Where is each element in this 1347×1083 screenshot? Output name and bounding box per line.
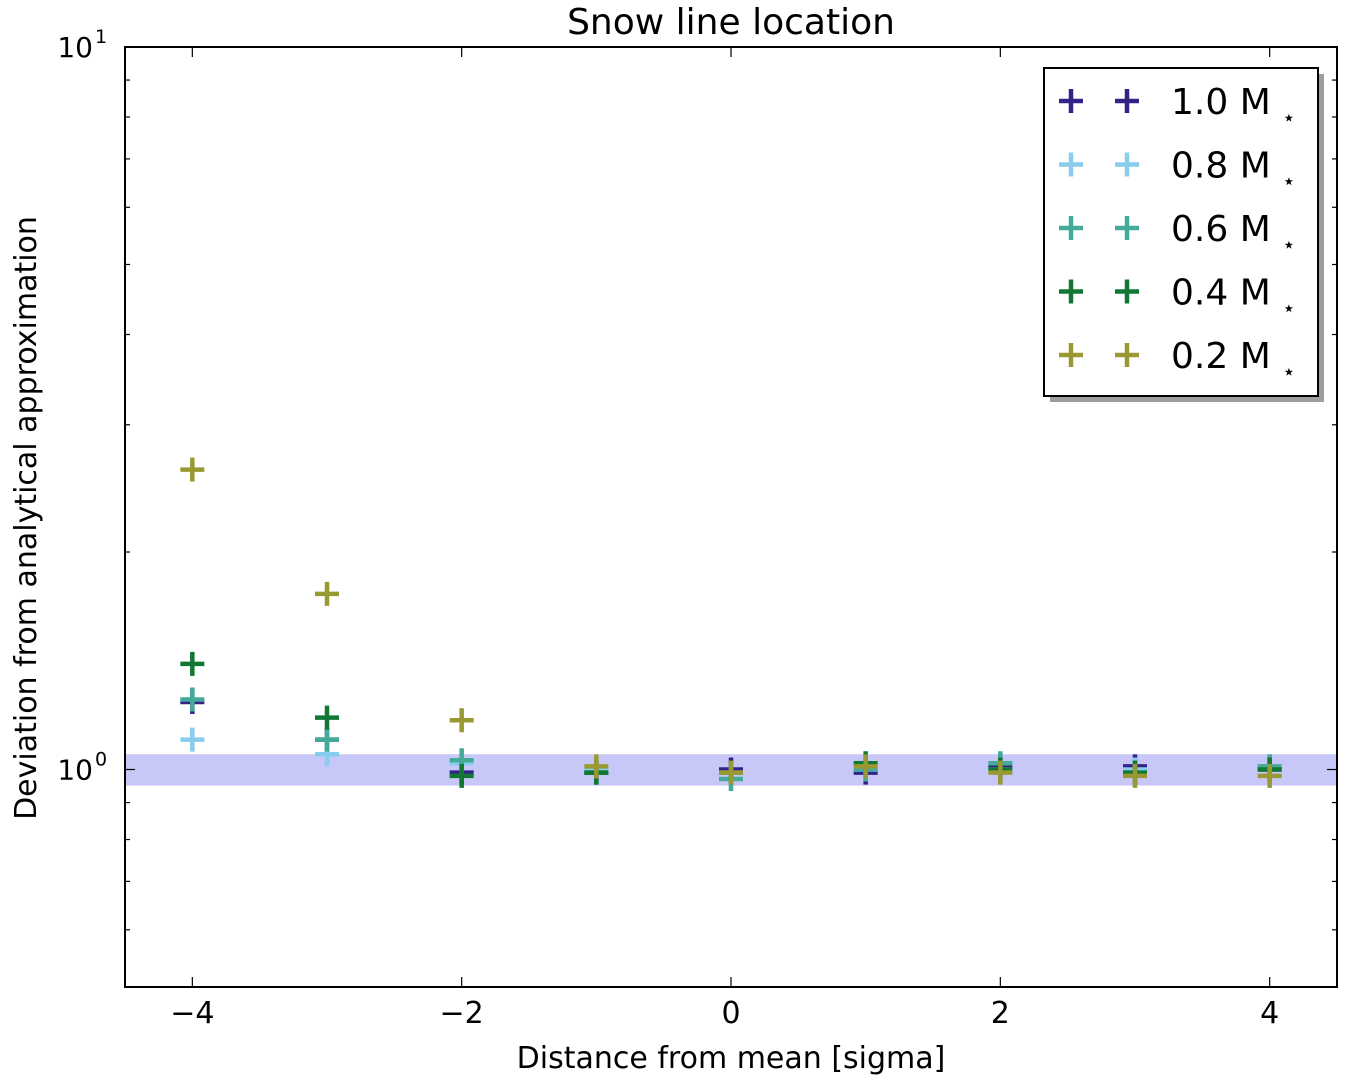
data-point <box>719 760 743 785</box>
legend-entry: 0.4 M ⋆ <box>1059 273 1296 322</box>
legend-entry: 1.0 M ⋆ <box>1059 82 1296 131</box>
y-tick-label: 10 <box>57 754 93 787</box>
legend-marker <box>1115 279 1139 304</box>
legend-label: 1.0 M <box>1171 82 1271 123</box>
data-point <box>180 727 205 752</box>
legend-marker <box>1115 152 1139 177</box>
data-point <box>449 763 474 788</box>
y-tick-label-exponent: 1 <box>95 26 107 48</box>
legend-label: 0.2 M <box>1171 336 1271 377</box>
legend-label-subscript: ⋆ <box>1282 360 1296 385</box>
legend-marker <box>1059 343 1083 367</box>
y-axis-label: Deviation from analytical approximation <box>9 216 44 820</box>
data-point <box>180 457 205 482</box>
legend-label-subscript: ⋆ <box>1282 297 1296 322</box>
data-point <box>315 727 339 752</box>
legend-marker <box>1059 279 1083 304</box>
plot-frame <box>124 46 1338 988</box>
chart-title: Snow line location <box>567 2 895 43</box>
plot-markers <box>180 457 1282 792</box>
legend-entry: 0.6 M ⋆ <box>1059 209 1296 258</box>
legend-marker <box>1115 89 1139 113</box>
legend-label-subscript: ⋆ <box>1282 106 1296 131</box>
axis-ticks <box>125 46 1337 988</box>
legend-label-subscript: ⋆ <box>1282 233 1296 258</box>
x-tick-label: 2 <box>991 996 1010 1031</box>
data-point <box>1123 763 1147 788</box>
x-tick-label: −4 <box>170 996 214 1031</box>
data-point <box>449 708 474 733</box>
x-tick-label: 4 <box>1260 996 1279 1031</box>
legend-label: 0.6 M <box>1171 209 1271 250</box>
series-4 <box>180 457 1282 788</box>
legend: 1.0 M ⋆ 0.8 M ⋆ 0.6 M ⋆ 0.4 M ⋆ 0.2 M ⋆ <box>1043 67 1324 402</box>
data-point <box>180 651 205 676</box>
legend-marker <box>1059 216 1083 240</box>
x-tick-label: 0 <box>721 996 740 1031</box>
legend-marker <box>1115 216 1139 240</box>
legend-marker <box>1115 343 1139 367</box>
legend-marker <box>1059 89 1083 113</box>
legend-label: 0.8 M <box>1171 146 1271 187</box>
legend-label-subscript: ⋆ <box>1282 170 1296 195</box>
legend-entry: 0.8 M ⋆ <box>1059 146 1296 195</box>
data-point <box>1257 763 1282 788</box>
legend-box <box>1043 67 1319 397</box>
data-point <box>315 705 339 730</box>
legend-marker <box>1059 152 1083 177</box>
y-tick-label-exponent: 0 <box>95 749 107 771</box>
data-point <box>584 754 609 779</box>
legend-label: 0.4 M <box>1171 273 1271 314</box>
legend-entry: 0.2 M ⋆ <box>1059 336 1296 385</box>
data-point <box>988 760 1013 785</box>
data-point <box>180 687 205 712</box>
x-axis-label: Distance from mean [sigma] <box>517 1041 946 1076</box>
data-point <box>853 754 878 779</box>
data-point <box>315 581 339 606</box>
y-tick-label: 10 <box>57 31 93 64</box>
x-tick-label: −2 <box>440 996 484 1031</box>
